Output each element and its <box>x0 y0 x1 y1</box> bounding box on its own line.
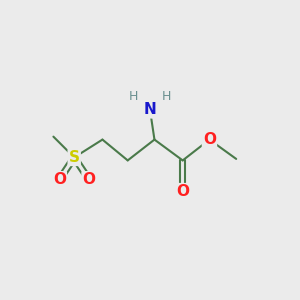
Text: H: H <box>162 90 171 103</box>
Text: O: O <box>82 172 96 187</box>
Text: O: O <box>203 132 216 147</box>
Text: N: N <box>144 102 156 117</box>
Text: S: S <box>69 150 80 165</box>
Text: H: H <box>129 90 138 103</box>
Text: O: O <box>176 184 189 199</box>
Text: O: O <box>53 172 66 187</box>
